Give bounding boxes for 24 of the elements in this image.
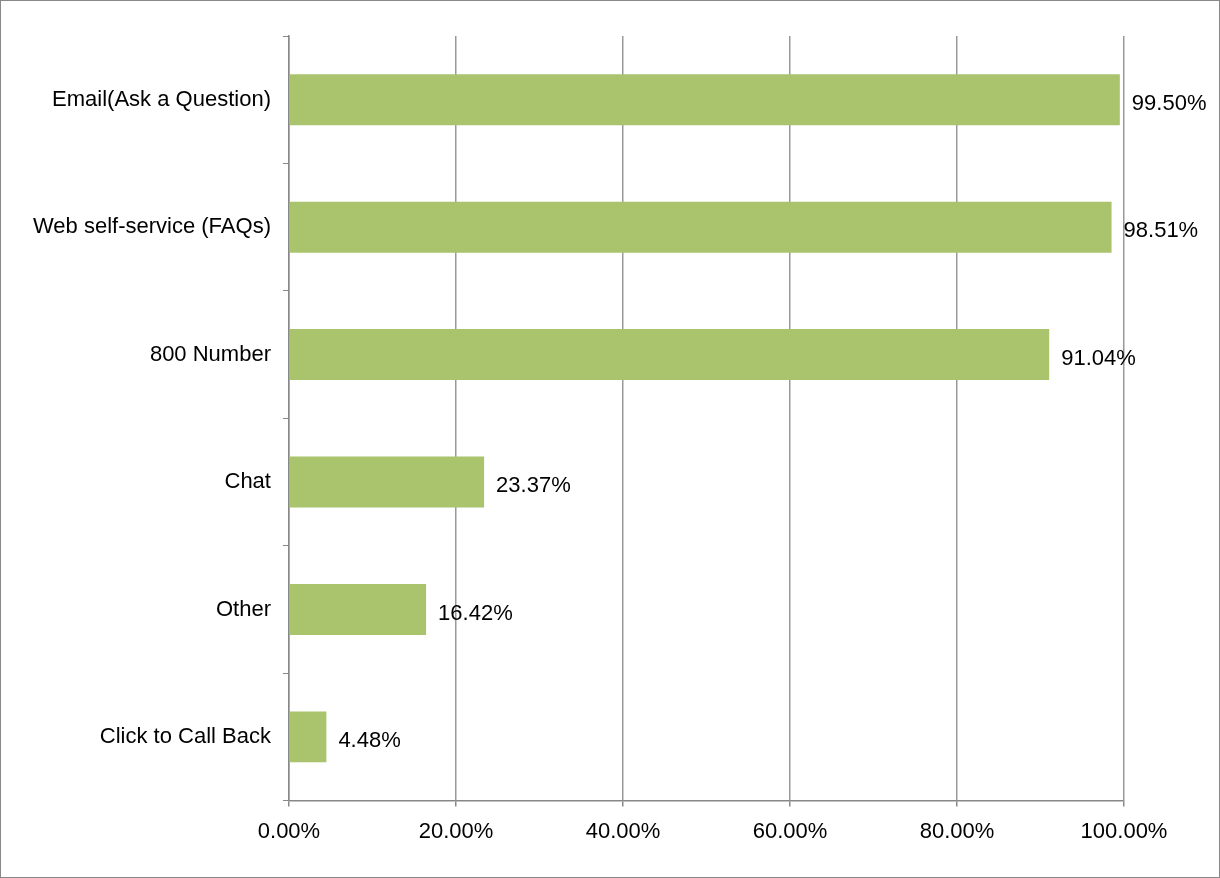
y-tick-label: Other: [215, 595, 271, 621]
data-label: 16.42%: [438, 599, 513, 625]
y-tick-label: Click to Call Back: [99, 722, 272, 748]
x-tick-label: 20.00%: [418, 817, 494, 843]
bar: [289, 329, 1050, 381]
y-tick-label: 800 Number: [149, 340, 271, 366]
bar: [289, 456, 485, 508]
y-tick-label: Web self-service (FAQs): [32, 213, 271, 239]
bar: [289, 74, 1120, 126]
bar: [289, 711, 327, 763]
x-tick-label: 60.00%: [752, 817, 828, 843]
y-tick-label: Email(Ask a Question): [52, 85, 271, 111]
bar: [289, 583, 427, 635]
data-label: 4.48%: [338, 726, 401, 752]
x-tick-label: 80.00%: [919, 817, 995, 843]
bar: [289, 201, 1112, 253]
x-tick-label: 40.00%: [585, 817, 661, 843]
data-label: 91.04%: [1061, 344, 1136, 370]
x-tick-label: 0.00%: [257, 817, 321, 843]
data-label: 23.37%: [496, 472, 571, 498]
data-label: 98.51%: [1123, 217, 1199, 243]
y-tick-label: Chat: [224, 468, 271, 494]
data-label: 99.50%: [1131, 89, 1207, 115]
x-tick-label: 100.00%: [1080, 817, 1168, 843]
